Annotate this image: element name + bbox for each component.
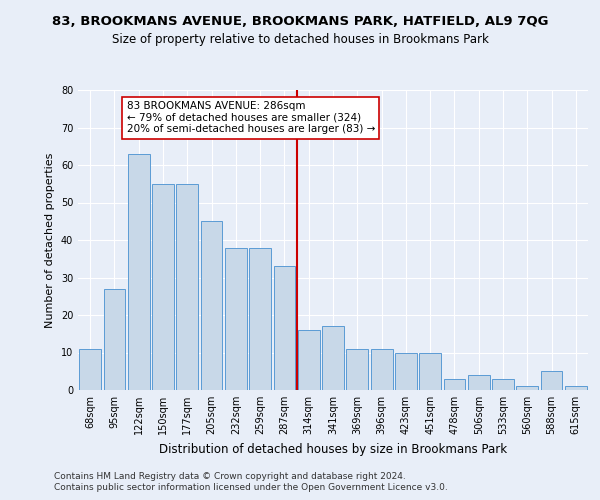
Text: Contains public sector information licensed under the Open Government Licence v3: Contains public sector information licen…	[54, 484, 448, 492]
Bar	[346, 349, 368, 390]
Bar	[468, 375, 490, 390]
Bar	[274, 266, 295, 390]
Bar	[517, 386, 538, 390]
Bar	[371, 349, 392, 390]
Bar	[128, 154, 149, 390]
X-axis label: Distribution of detached houses by size in Brookmans Park: Distribution of detached houses by size …	[159, 442, 507, 456]
Y-axis label: Number of detached properties: Number of detached properties	[45, 152, 55, 328]
Bar	[322, 326, 344, 390]
Text: Size of property relative to detached houses in Brookmans Park: Size of property relative to detached ho…	[112, 32, 488, 46]
Bar	[79, 349, 101, 390]
Text: 83, BROOKMANS AVENUE, BROOKMANS PARK, HATFIELD, AL9 7QG: 83, BROOKMANS AVENUE, BROOKMANS PARK, HA…	[52, 15, 548, 28]
Bar	[443, 379, 466, 390]
Bar	[200, 221, 223, 390]
Bar	[492, 379, 514, 390]
Bar	[152, 184, 174, 390]
Bar	[176, 184, 198, 390]
Bar	[104, 289, 125, 390]
Bar	[225, 248, 247, 390]
Bar	[419, 352, 441, 390]
Text: 83 BROOKMANS AVENUE: 286sqm
← 79% of detached houses are smaller (324)
20% of se: 83 BROOKMANS AVENUE: 286sqm ← 79% of det…	[127, 101, 375, 134]
Text: Contains HM Land Registry data © Crown copyright and database right 2024.: Contains HM Land Registry data © Crown c…	[54, 472, 406, 481]
Bar	[565, 386, 587, 390]
Bar	[249, 248, 271, 390]
Bar	[395, 352, 417, 390]
Bar	[298, 330, 320, 390]
Bar	[541, 371, 562, 390]
